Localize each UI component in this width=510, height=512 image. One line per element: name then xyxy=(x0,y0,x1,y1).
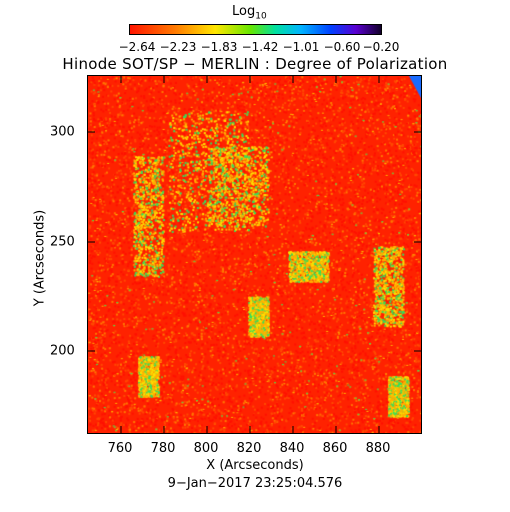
y-tick-label: 250 xyxy=(50,234,75,250)
x-axis-label: X (Arcseconds) xyxy=(206,458,304,473)
colorbar-tick: −2.64 xyxy=(118,40,156,54)
observation-timestamp: 9−Jan−2017 23:25:04.576 xyxy=(167,476,343,491)
x-tick-label: 840 xyxy=(279,441,305,456)
colorbar-title: Log10 xyxy=(232,4,267,22)
y-tick-label: 200 xyxy=(50,343,75,359)
colorbar-tick: −0.60 xyxy=(323,40,361,54)
y-axis-label: Y (Arcseconds) xyxy=(32,209,48,307)
x-tick-label: 800 xyxy=(193,441,219,456)
x-tick-label: 780 xyxy=(150,441,176,456)
x-tick-label: 760 xyxy=(107,441,133,456)
colorbar-tick: −2.23 xyxy=(159,40,197,54)
colorbar-tick: −0.20 xyxy=(362,40,400,54)
polarization-map-image xyxy=(88,76,421,433)
colorbar-tick: −1.42 xyxy=(241,40,279,54)
axis-ticks xyxy=(88,76,421,433)
colorbar-tick: −1.01 xyxy=(282,40,320,54)
polarization-map xyxy=(87,75,422,434)
colorbar-tick: −1.83 xyxy=(200,40,238,54)
y-tick-label: 300 xyxy=(50,124,75,140)
x-tick-label: 880 xyxy=(365,441,391,456)
x-tick-label: 820 xyxy=(236,441,262,456)
x-tick-label: 860 xyxy=(322,441,348,456)
colorbar xyxy=(129,24,382,35)
plot-title: Hinode SOT/SP − MERLIN : Degree of Polar… xyxy=(62,55,448,73)
